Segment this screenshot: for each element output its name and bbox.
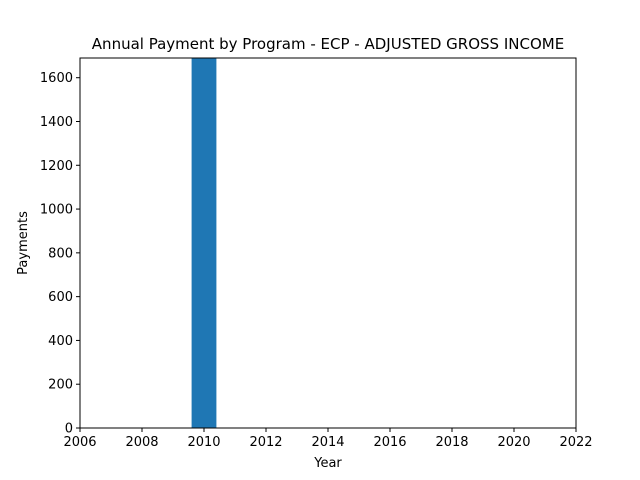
x-tick-label-2008: 2008 — [125, 435, 158, 450]
x-tick-label-2022: 2022 — [559, 435, 592, 450]
y-tick-label-1200: 1200 — [40, 159, 73, 174]
y-tick-label-1000: 1000 — [40, 203, 73, 218]
plot-area — [79, 57, 577, 429]
bars-group — [191, 58, 217, 428]
x-tick-label-2020: 2020 — [497, 435, 530, 450]
y-tick-label-600: 600 — [48, 290, 73, 305]
x-tick-label-2014: 2014 — [311, 435, 344, 450]
y-axis-label: Payments — [16, 211, 31, 275]
y-tick-label-1400: 1400 — [40, 115, 73, 130]
y-tick-label-200: 200 — [48, 378, 73, 393]
x-axis: 2006 2008 2010 2012 2014 2016 2018 2020 2022 — [63, 428, 593, 450]
chart-title: Annual Payment by Program - ECP - ADJUST… — [92, 35, 564, 53]
y-tick-label-800: 800 — [48, 246, 73, 261]
plot-frame — [79, 57, 577, 429]
x-tick-label-2018: 2018 — [435, 435, 468, 450]
y-axis: 0 200 400 600 800 1000 1200 1400 1600 — [40, 71, 80, 437]
y-tick-label-1600: 1600 — [40, 71, 73, 86]
y-tick-label-0: 0 — [65, 422, 73, 437]
x-tick-label-2016: 2016 — [373, 435, 406, 450]
bar-2010 — [191, 58, 217, 428]
x-tick-label-2012: 2012 — [249, 435, 282, 450]
x-tick-label-2006: 2006 — [63, 435, 96, 450]
y-tick-label-400: 400 — [48, 334, 73, 349]
x-tick-label-2010: 2010 — [187, 435, 220, 450]
x-axis-label: Year — [313, 456, 342, 471]
